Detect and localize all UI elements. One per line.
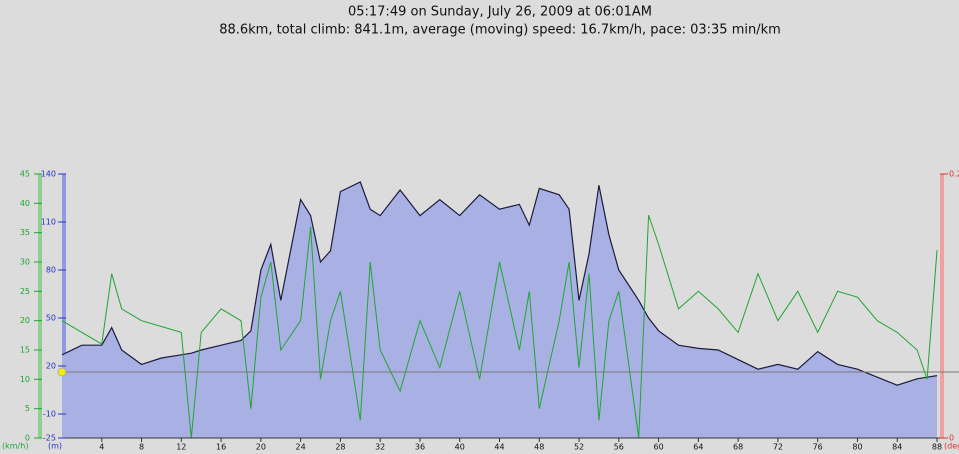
- elevation-axis-strip: [62, 174, 66, 438]
- y-tick-label: 50: [46, 314, 56, 323]
- y-axis-label: (m): [48, 442, 62, 451]
- x-tick-label: 40: [455, 443, 465, 452]
- y2-tick-label: 15: [20, 346, 30, 355]
- x-tick-label: 48: [534, 443, 544, 452]
- x-tick-label: 72: [773, 443, 783, 452]
- cursor-dot: [57, 367, 67, 377]
- y3-tick-label: 0: [949, 434, 954, 443]
- y2-tick-label: 5: [25, 404, 30, 413]
- y-tick-label: 140: [41, 170, 56, 179]
- x-tick-label: 44: [494, 443, 504, 452]
- chart-title: 05:17:49 on Sunday, July 26, 2009 at 06:…: [348, 5, 652, 20]
- x-tick-label: 32: [375, 443, 385, 452]
- elevation-area: [62, 182, 937, 438]
- y-tick-label: -25: [43, 434, 56, 443]
- x-tick-label: 8: [139, 443, 144, 452]
- x-tick-label: 64: [693, 443, 703, 452]
- elevation-line: [61, 181, 938, 386]
- x-tick-label: 68: [733, 443, 743, 452]
- chart-subtitle: 88.6km, total climb: 841.1m, average (mo…: [219, 23, 781, 38]
- y2-tick-label: 20: [20, 316, 30, 325]
- x-tick-label: 16: [216, 443, 226, 452]
- y2-tick-label: 30: [20, 258, 30, 267]
- x-tick-label: 12: [176, 443, 186, 452]
- x-tick-label: 56: [614, 443, 624, 452]
- y-tick-label: 20: [46, 362, 56, 371]
- x-tick-label: 84: [892, 443, 902, 452]
- y2-tick-label: 25: [20, 287, 30, 296]
- y2-axis-label: (km/h): [2, 442, 28, 451]
- x-tick-label: 24: [296, 443, 306, 452]
- x-tick-label: 28: [335, 443, 345, 452]
- x-tick-label: 80: [852, 443, 862, 452]
- speed-axis-strip: [38, 174, 42, 438]
- y-tick-label: 110: [41, 218, 56, 227]
- y2-tick-label: 45: [20, 170, 30, 179]
- y3-axis-label: (degre: [944, 442, 959, 451]
- x-tick-label: 60: [653, 443, 663, 452]
- y2-tick-label: 40: [20, 199, 30, 208]
- degree-axis-strip: [940, 174, 944, 438]
- x-tick-label: 76: [813, 443, 823, 452]
- speed-line: [61, 214, 938, 439]
- x-tick-label: 20: [256, 443, 266, 452]
- y2-tick-label: 35: [20, 228, 30, 237]
- x-tick-label: 4: [99, 443, 104, 452]
- x-tick-label: 88: [932, 443, 942, 452]
- y3-tick-label: 0.2: [949, 170, 959, 179]
- y-tick-label: 80: [46, 266, 56, 275]
- y2-tick-label: 10: [20, 375, 30, 384]
- y-tick-label: -10: [43, 410, 56, 419]
- x-tick-label: 52: [574, 443, 584, 452]
- y2-tick-label: 0: [25, 434, 30, 443]
- x-tick-label: 36: [415, 443, 425, 452]
